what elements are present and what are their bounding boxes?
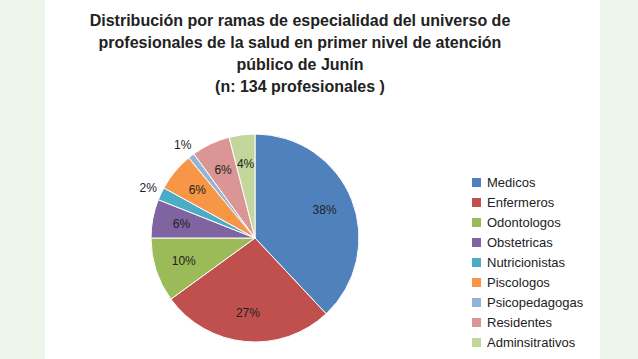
html-text:Enfermeros: Enfermeros [487,194,555,210]
html-text:Nutricionistas: Nutricionistas [487,254,565,270]
svg-text:2%: 2% [140,181,158,195]
svg-text:27%: 27% [236,306,260,320]
html-text:Medicos: Medicos [487,174,536,190]
svg-text:10%: 10% [172,254,196,268]
svg-text:4%: 4% [237,157,255,171]
svg-text:38%: 38% [313,203,337,217]
svg-text:6%: 6% [173,217,191,231]
html-text:Obstetricas: Obstetricas [487,234,553,250]
svg-text:6%: 6% [189,183,207,197]
html-text:Psicopedagogas: Psicopedagogas [487,294,584,310]
html-text:(n: 134 profesionales ): (n: 134 profesionales ) [215,78,385,95]
svg-text:6%: 6% [214,163,232,177]
html-text:Distribución por ramas de espe: Distribución por ramas de especialidad d… [89,12,511,73]
svg-text:1%: 1% [174,138,192,152]
html-text:Residentes: Residentes [487,314,552,330]
html-text:Piscologos: Piscologos [487,274,550,290]
html-text:Adminsitrativos: Adminsitrativos [487,334,576,350]
html-text:Odontologos: Odontologos [487,214,561,230]
